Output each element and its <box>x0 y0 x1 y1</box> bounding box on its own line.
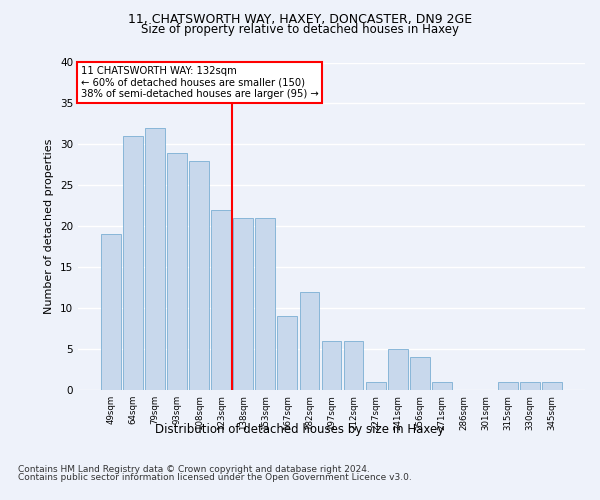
Text: Distribution of detached houses by size in Haxey: Distribution of detached houses by size … <box>155 422 445 436</box>
Y-axis label: Number of detached properties: Number of detached properties <box>44 138 55 314</box>
Bar <box>277 316 298 390</box>
Bar <box>542 382 562 390</box>
Bar <box>167 152 187 390</box>
Text: Contains HM Land Registry data © Crown copyright and database right 2024.: Contains HM Land Registry data © Crown c… <box>18 465 370 474</box>
Bar <box>189 161 209 390</box>
Bar <box>256 218 275 390</box>
Bar <box>101 234 121 390</box>
Bar <box>233 218 253 390</box>
Bar <box>322 341 341 390</box>
Bar <box>344 341 364 390</box>
Bar <box>410 357 430 390</box>
Bar <box>299 292 319 390</box>
Text: 11 CHATSWORTH WAY: 132sqm
← 60% of detached houses are smaller (150)
38% of semi: 11 CHATSWORTH WAY: 132sqm ← 60% of detac… <box>80 66 318 99</box>
Bar <box>520 382 540 390</box>
Text: Contains public sector information licensed under the Open Government Licence v3: Contains public sector information licen… <box>18 472 412 482</box>
Bar <box>123 136 143 390</box>
Text: 11, CHATSWORTH WAY, HAXEY, DONCASTER, DN9 2GE: 11, CHATSWORTH WAY, HAXEY, DONCASTER, DN… <box>128 12 472 26</box>
Text: Size of property relative to detached houses in Haxey: Size of property relative to detached ho… <box>141 22 459 36</box>
Bar <box>211 210 231 390</box>
Bar <box>432 382 452 390</box>
Bar <box>365 382 386 390</box>
Bar <box>498 382 518 390</box>
Bar <box>388 349 407 390</box>
Bar <box>145 128 165 390</box>
